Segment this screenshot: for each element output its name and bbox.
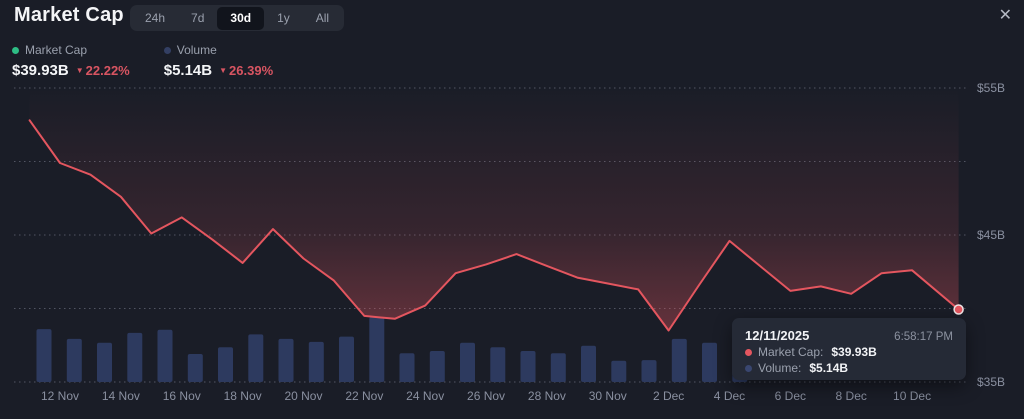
close-icon[interactable]: ✕ xyxy=(998,7,1012,24)
volume-bar xyxy=(157,329,173,382)
x-axis-label: 20 Nov xyxy=(284,389,323,403)
tooltip-row-market-cap: Market Cap: $39.93B xyxy=(745,346,953,359)
volume-bar xyxy=(702,342,717,382)
volume-bar xyxy=(550,353,566,382)
tooltip-row-volume: Volume: $5.14B xyxy=(745,362,953,375)
current-point-marker xyxy=(953,304,964,315)
down-triangle-icon: ▼ xyxy=(75,65,84,75)
volume-bar xyxy=(66,338,82,382)
tooltip-date: 12/11/2025 xyxy=(745,328,810,343)
volume-bar xyxy=(429,351,445,382)
x-axis-label: 16 Nov xyxy=(162,389,201,403)
down-triangle-icon: ▼ xyxy=(219,65,228,75)
legend-market-cap-label: Market Cap xyxy=(25,43,88,57)
tooltip-time: 6:58:17 PM xyxy=(894,331,953,343)
x-axis-label: 4 Dec xyxy=(713,389,746,403)
x-axis-label: 22 Nov xyxy=(345,389,384,403)
volume-bar xyxy=(187,354,203,382)
x-axis-label: 14 Nov xyxy=(101,389,140,403)
volume-bar xyxy=(490,347,506,382)
y-axis-label: $55B xyxy=(977,81,1006,95)
legend: Market Cap $39.93B ▼ 22.22% Volume $5.14B… xyxy=(12,43,273,79)
volume-bar xyxy=(641,360,657,382)
x-axis-label: 30 Nov xyxy=(588,389,627,403)
market-cap-line xyxy=(28,119,960,332)
volume-bar xyxy=(248,334,264,382)
volume-bar xyxy=(369,317,385,382)
chart-tooltip: 12/11/2025 6:58:17 PM Market Cap: $39.93… xyxy=(732,318,966,380)
range-button-all[interactable]: All xyxy=(315,10,330,25)
page-title: Market Cap xyxy=(14,4,124,26)
volume-bar xyxy=(460,342,475,382)
volume-bar xyxy=(308,341,324,382)
time-range-group: 24h 7d 30d 1y All xyxy=(130,5,345,31)
volume-bar xyxy=(127,332,143,382)
range-button-30d[interactable]: 30d xyxy=(217,6,265,30)
y-axis-label: $35B xyxy=(977,375,1006,389)
volume-bar xyxy=(581,345,596,382)
legend-volume-label: Volume xyxy=(176,43,217,57)
volume-bar xyxy=(278,338,294,382)
volume-dot-icon xyxy=(163,46,171,54)
market-cap-change: ▼ 22.22% xyxy=(75,63,130,78)
x-axis-label: 6 Dec xyxy=(774,389,807,403)
x-axis-label: 8 Dec xyxy=(835,389,867,403)
volume-dot-icon xyxy=(745,365,752,372)
legend-volume: Volume $5.14B ▼ 26.39% xyxy=(163,43,274,79)
range-button-7d[interactable]: 7d xyxy=(191,10,205,25)
range-button-24h[interactable]: 24h xyxy=(145,10,166,25)
volume-bar xyxy=(36,329,52,382)
market-cap-value: $39.93B xyxy=(12,62,69,79)
volume-bar xyxy=(611,360,627,382)
volume-change: ▼ 26.39% xyxy=(219,63,274,78)
x-axis-label: 24 Nov xyxy=(406,389,445,403)
legend-market-cap: Market Cap $39.93B ▼ 22.22% xyxy=(12,43,130,79)
market-cap-dot-icon xyxy=(12,46,19,54)
x-axis-label: 26 Nov xyxy=(467,389,506,403)
y-axis-label: $45B xyxy=(977,228,1006,242)
volume-value: $5.14B xyxy=(163,62,213,79)
range-button-1y[interactable]: 1y xyxy=(277,10,290,25)
x-axis-label: 12 Nov xyxy=(41,389,80,403)
market-cap-glow-fill xyxy=(29,80,959,331)
volume-bar xyxy=(520,351,536,382)
volume-bar xyxy=(218,347,233,382)
volume-bar xyxy=(97,342,112,382)
x-axis-label: 2 Dec xyxy=(652,389,685,403)
market-cap-dot-icon xyxy=(745,349,752,356)
x-axis-label: 28 Nov xyxy=(527,389,566,403)
x-axis-label: 10 Dec xyxy=(893,389,932,403)
x-axis-label: 18 Nov xyxy=(223,389,262,403)
volume-bar xyxy=(399,353,415,382)
volume-bar xyxy=(671,338,687,382)
volume-bar xyxy=(339,336,354,382)
